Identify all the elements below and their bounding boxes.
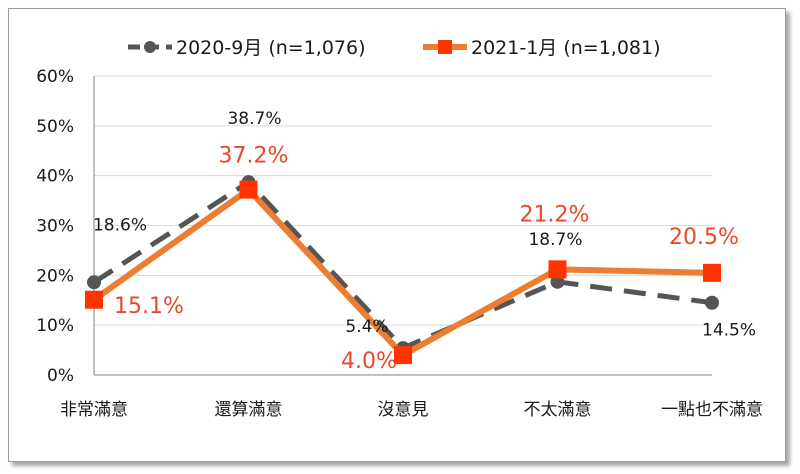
axes bbox=[93, 76, 712, 376]
x-category-label-4: 一點也不滿意 bbox=[661, 400, 763, 420]
data-label-2020-9-0: 18.6% bbox=[93, 215, 147, 235]
series-line-2021-1 bbox=[92, 186, 713, 359]
point-2021-1-3 bbox=[548, 260, 567, 279]
data-label-2021-1-2: 4.0% bbox=[341, 349, 397, 374]
x-category-label-0: 非常滿意 bbox=[60, 400, 128, 420]
data-label-2020-9-3: 18.7% bbox=[528, 230, 582, 250]
point-2021-1-4 bbox=[703, 263, 721, 282]
data-label-2021-1-1: 37.2% bbox=[219, 144, 289, 169]
grid-lines bbox=[94, 75, 712, 326]
point-2021-1-2 bbox=[394, 346, 412, 365]
y-tick-label-4: 40% bbox=[36, 167, 74, 187]
x-category-labels: 非常滿意 還算滿意 沒意見 不太滿意 一點也不滿意 bbox=[60, 400, 763, 420]
point-2020-9-4 bbox=[705, 295, 719, 310]
y-tick-label-5: 50% bbox=[36, 117, 74, 137]
data-label-2020-9-1: 38.7% bbox=[227, 109, 281, 129]
x-category-label-3: 不太滿意 bbox=[524, 400, 592, 420]
data-label-2021-1-0: 15.1% bbox=[114, 294, 184, 319]
legend: 2020-9月 (n=1,076) 2021-1月 (n=1,081) bbox=[128, 37, 661, 59]
legend-marker-series-a bbox=[144, 41, 156, 53]
y-tick-labels: 0% 10% 20% 30% 40% 50% 60% bbox=[36, 67, 74, 386]
y-tick-label-0: 0% bbox=[47, 366, 74, 386]
legend-label-series-a: 2020-9月 (n=1,076) bbox=[176, 37, 366, 59]
data-labels: 18.6% 38.7% 5.4% 18.7% 14.5% 15.1% 37.2% 4.0% 21… bbox=[93, 109, 756, 374]
y-tick-label-2: 20% bbox=[36, 266, 74, 286]
y-tick-label-6: 60% bbox=[36, 67, 74, 87]
legend-label-series-b: 2021-1月 (n=1,081) bbox=[471, 37, 661, 59]
point-2021-1-1 bbox=[239, 180, 258, 199]
data-label-2020-9-2: 5.4% bbox=[345, 317, 388, 337]
point-2021-1-0 bbox=[85, 290, 103, 309]
legend-marker-series-b bbox=[438, 40, 452, 54]
data-label-2021-1-3: 21.2% bbox=[520, 202, 590, 227]
y-tick-label-1: 10% bbox=[36, 316, 74, 336]
data-label-2020-9-4: 14.5% bbox=[702, 321, 756, 341]
series-layer bbox=[85, 175, 721, 365]
x-category-label-1: 還算滿意 bbox=[215, 400, 283, 420]
chart-frame bbox=[8, 8, 786, 462]
x-category-label-2: 沒意見 bbox=[378, 400, 429, 420]
y-tick-label-3: 30% bbox=[36, 217, 74, 237]
data-label-2021-1-4: 20.5% bbox=[669, 225, 739, 250]
point-2020-9-0 bbox=[87, 275, 101, 290]
series-line-2020-9 bbox=[92, 179, 713, 351]
